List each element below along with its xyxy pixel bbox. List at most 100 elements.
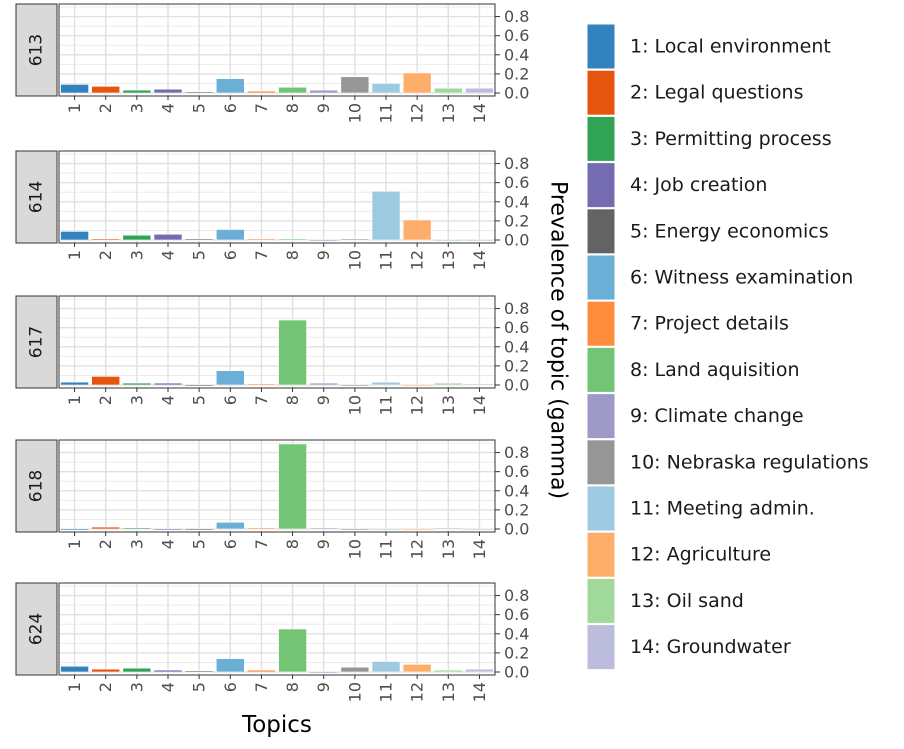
legend-key — [586, 23, 616, 70]
x-tick-label: 5 — [190, 682, 209, 692]
bar — [340, 666, 370, 673]
x-tick-label: 9 — [314, 250, 333, 260]
legend-key — [586, 208, 616, 255]
x-tick-label: 13 — [439, 103, 458, 123]
x-tick-label: 5 — [190, 103, 209, 113]
bar — [371, 381, 401, 386]
facet-strip — [15, 3, 58, 97]
x-tick-label: 9 — [314, 682, 333, 692]
x-tick-label: 11 — [377, 539, 396, 559]
x-tick-label: 2 — [96, 682, 115, 692]
legend-label: 13: Oil sand — [630, 590, 744, 612]
x-tick-label: 10 — [345, 539, 364, 559]
bar — [402, 384, 432, 387]
x-tick-label: 8 — [283, 103, 302, 113]
y-tick-label: 0.4 — [504, 481, 529, 500]
x-tick-label: 3 — [127, 250, 146, 260]
bar — [309, 239, 339, 242]
bar — [184, 238, 214, 241]
bar — [433, 239, 463, 242]
legend-key — [586, 254, 616, 301]
bar — [465, 668, 494, 673]
bar — [184, 670, 214, 673]
bar — [278, 443, 307, 530]
bar — [465, 383, 494, 386]
legend-key — [586, 69, 616, 116]
bar — [309, 89, 339, 94]
legend-key — [586, 162, 616, 209]
y-tick-label: 0.2 — [504, 211, 529, 230]
bar — [122, 234, 152, 241]
x-tick-label: 1 — [65, 682, 84, 692]
panel-border — [58, 295, 496, 389]
y-tick-label: 0.0 — [504, 520, 529, 539]
x-tick-label: 4 — [159, 103, 178, 113]
x-tick-label: 2 — [96, 539, 115, 549]
panel-background — [59, 583, 495, 675]
x-axis-title: Topics — [241, 712, 312, 738]
x-tick-label: 1 — [65, 250, 84, 260]
bar — [184, 384, 214, 387]
y-tick-label: 0.6 — [504, 462, 529, 481]
y-tick-label: 0.2 — [504, 643, 529, 662]
x-tick-label: 14 — [470, 103, 489, 123]
bar — [60, 528, 89, 531]
bar — [465, 239, 494, 242]
y-tick-label: 0.6 — [504, 26, 529, 45]
bar — [91, 526, 121, 530]
bar — [278, 86, 307, 94]
bar — [153, 528, 183, 531]
x-tick-label: 3 — [127, 682, 146, 692]
legend-key — [586, 485, 616, 532]
bar — [153, 669, 183, 673]
x-tick-label: 10 — [345, 682, 364, 702]
legend-key — [586, 624, 616, 671]
x-tick-label: 6 — [221, 250, 240, 260]
bar — [465, 87, 494, 94]
bar — [278, 238, 307, 241]
bar — [215, 78, 245, 94]
y-tick-label: 0.8 — [504, 299, 529, 318]
legend-label: 14: Groundwater — [630, 636, 791, 658]
facet-label: 617 — [27, 326, 47, 358]
x-tick-label: 8 — [283, 395, 302, 405]
x-tick-label: 12 — [408, 395, 427, 415]
bar — [60, 231, 89, 241]
y-tick-label: 0.8 — [504, 586, 529, 605]
x-tick-label: 6 — [221, 682, 240, 692]
panel-border — [58, 439, 496, 533]
y-tick-label: 0.4 — [504, 45, 529, 64]
x-tick-label: 6 — [221, 395, 240, 405]
bar — [184, 528, 214, 531]
x-tick-label: 2 — [96, 395, 115, 405]
bar — [247, 90, 276, 94]
bar — [402, 664, 432, 673]
bar — [60, 381, 89, 386]
x-tick-label: 14 — [470, 395, 489, 415]
x-tick-label: 7 — [252, 103, 271, 113]
x-tick-label: 2 — [96, 250, 115, 260]
x-tick-label: 10 — [345, 395, 364, 415]
y-tick-label: 0.0 — [504, 231, 529, 250]
bar — [340, 238, 370, 241]
bar — [91, 376, 121, 386]
bar — [247, 527, 276, 530]
x-tick-label: 7 — [252, 539, 271, 549]
x-tick-label: 13 — [439, 682, 458, 702]
y-tick-label: 0.6 — [504, 605, 529, 624]
panel-border — [58, 582, 496, 676]
legend-key — [586, 577, 616, 624]
bar — [433, 87, 463, 94]
legend-key — [586, 393, 616, 440]
legend-key — [586, 531, 616, 578]
bar — [153, 382, 183, 386]
bar — [278, 628, 307, 673]
x-tick-label: 4 — [159, 539, 178, 549]
x-tick-label: 9 — [314, 103, 333, 113]
bar — [91, 238, 121, 241]
legend-label: 4: Job creation — [630, 174, 767, 196]
bar — [465, 528, 494, 531]
y-tick-label: 0.8 — [504, 7, 529, 26]
